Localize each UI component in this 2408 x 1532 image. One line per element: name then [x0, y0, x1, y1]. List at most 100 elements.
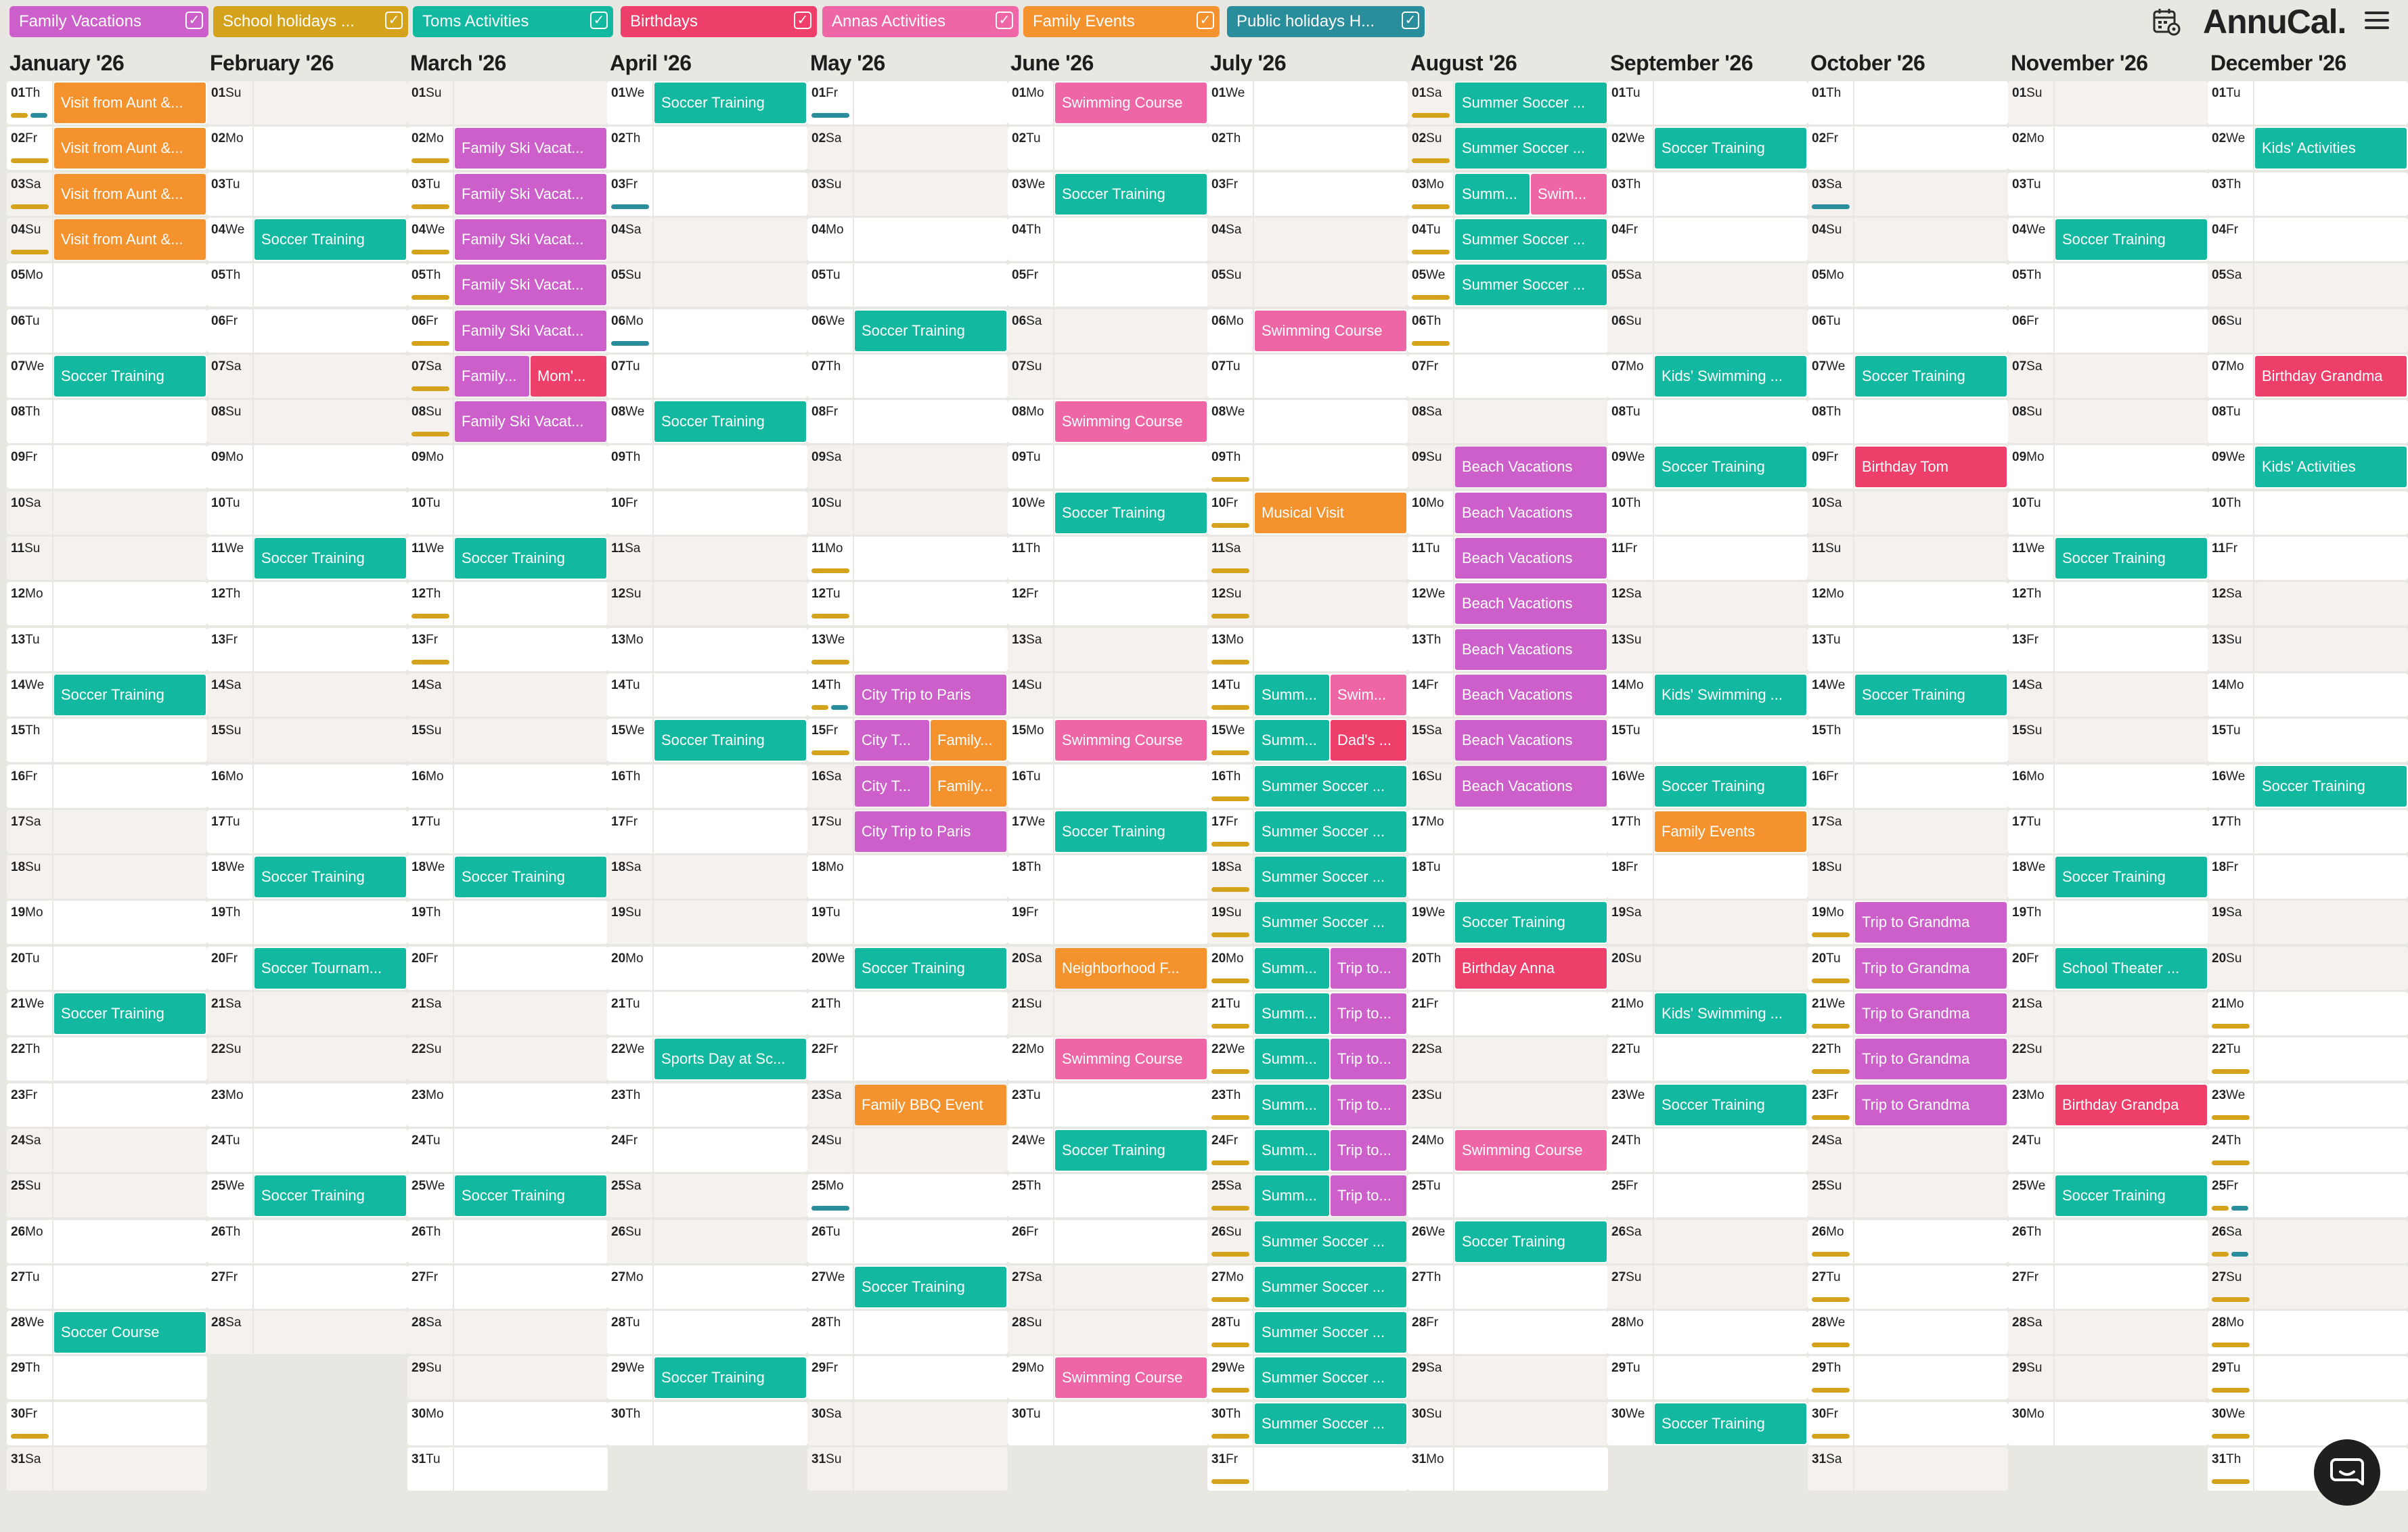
day-cell[interactable]: 19Sa	[2208, 901, 2408, 945]
day-cell[interactable]: 12Su	[607, 582, 807, 626]
event-family-vacations[interactable]: City Trip to Paris	[855, 811, 1006, 852]
day-cell[interactable]: 01Tu	[1607, 81, 1808, 125]
day-cell[interactable]: 16Fr	[1808, 764, 2008, 808]
day-cell[interactable]: 26Sa	[2208, 1219, 2408, 1263]
day-cell[interactable]: 30Th	[607, 1401, 807, 1445]
event-toms-activities[interactable]: Soccer Training	[654, 401, 806, 443]
day-cell[interactable]: 03Su	[807, 172, 1008, 216]
event-toms-activities[interactable]: Soccer Training	[455, 1175, 606, 1217]
day-cell[interactable]: 05Th Family Ski Vacat...	[407, 263, 608, 307]
day-cell[interactable]: 17Sa	[7, 809, 207, 853]
day-cell[interactable]: 13Th Beach Vacations	[1408, 627, 1608, 671]
day-cell[interactable]: 04Su Visit from Aunt &...	[7, 217, 207, 261]
day-cell[interactable]: 20Tu	[7, 946, 207, 990]
day-cell[interactable]: 06Fr Family Ski Vacat...	[407, 309, 608, 353]
day-cell[interactable]: 29We Soccer Training	[607, 1356, 807, 1400]
day-cell[interactable]: 22Su	[2008, 1037, 2208, 1081]
event-annas-activities[interactable]: Swimming Course	[1255, 310, 1406, 351]
day-cell[interactable]: 15Mo Swimming Course	[1008, 719, 1208, 763]
day-cell[interactable]: 13Tu	[7, 627, 207, 671]
day-cell[interactable]: 16We Soccer Training	[2208, 764, 2408, 808]
event-toms-activities[interactable]: Soccer Training	[455, 857, 606, 898]
filter-chip-annas-activities[interactable]: Annas Activities ✓	[822, 6, 1019, 37]
event-annas-activities[interactable]: Swimming Course	[1055, 720, 1207, 761]
day-cell[interactable]: 11Su	[1808, 537, 2008, 580]
day-cell[interactable]: 27We Soccer Training	[807, 1265, 1008, 1309]
checkbox-checked-icon[interactable]: ✓	[385, 12, 403, 29]
event-toms-activities[interactable]: Summ...	[1255, 1175, 1329, 1217]
event-toms-activities[interactable]: Soccer Training	[1655, 1403, 1806, 1444]
day-cell[interactable]: 19Su	[607, 901, 807, 945]
day-cell[interactable]: 28Fr	[1408, 1311, 1608, 1355]
day-cell[interactable]: 09Sa	[807, 445, 1008, 489]
day-cell[interactable]: 12Fr	[1008, 582, 1208, 626]
day-cell[interactable]: 21We Soccer Training	[7, 992, 207, 1035]
day-cell[interactable]: 01We	[1207, 81, 1408, 125]
day-cell[interactable]: 29Tu	[2208, 1356, 2408, 1400]
day-cell[interactable]: 14Mo Kids' Swimming ...	[1607, 673, 1808, 717]
event-toms-activities[interactable]: Summer Soccer ...	[1455, 128, 1607, 169]
day-cell[interactable]: 30We	[2208, 1401, 2408, 1445]
day-cell[interactable]: 18Mo	[807, 855, 1008, 899]
event-toms-activities[interactable]: Summ...	[1255, 720, 1329, 761]
day-cell[interactable]: 21Th	[807, 992, 1008, 1035]
day-cell[interactable]: 20Fr Soccer Tournam...	[207, 946, 407, 990]
day-cell[interactable]: 17We Soccer Training	[1008, 809, 1208, 853]
day-cell[interactable]: 24Tu	[207, 1128, 407, 1172]
day-cell[interactable]: 30Mo	[407, 1401, 608, 1445]
day-cell[interactable]: 29Th	[7, 1356, 207, 1400]
day-cell[interactable]: 03Tu	[207, 172, 407, 216]
day-cell[interactable]: 18We Soccer Training	[2008, 855, 2208, 899]
event-toms-activities[interactable]: Soccer Training	[1655, 447, 1806, 488]
event-toms-activities[interactable]: Kids' Activities	[2255, 128, 2407, 169]
day-cell[interactable]: 19We Soccer Training	[1408, 901, 1608, 945]
day-cell[interactable]: 14Sa	[2008, 673, 2208, 717]
checkbox-checked-icon[interactable]: ✓	[996, 12, 1013, 29]
event-toms-activities[interactable]: Summ...	[1255, 1039, 1329, 1080]
day-cell[interactable]: 01Su	[207, 81, 407, 125]
event-annas-activities[interactable]: Swim...	[1531, 173, 1607, 215]
day-cell[interactable]: 02Fr	[1808, 127, 2008, 171]
day-cell[interactable]: 15Th	[7, 719, 207, 763]
day-cell[interactable]: 30Fr	[7, 1401, 207, 1445]
day-cell[interactable]: 26Su	[607, 1219, 807, 1263]
day-cell[interactable]: 01Fr	[807, 81, 1008, 125]
day-cell[interactable]: 27Tu	[7, 1265, 207, 1309]
day-cell[interactable]: 28Mo	[1607, 1311, 1808, 1355]
day-cell[interactable]: 20Fr	[407, 946, 608, 990]
day-cell[interactable]: 01Su	[407, 81, 608, 125]
day-cell[interactable]: 03Th	[2208, 172, 2408, 216]
day-cell[interactable]: 24Sa	[7, 1128, 207, 1172]
day-cell[interactable]: 20Mo	[607, 946, 807, 990]
day-cell[interactable]: 11Sa	[1207, 537, 1408, 580]
day-cell[interactable]: 10Tu	[407, 491, 608, 535]
day-cell[interactable]: 19Th	[207, 901, 407, 945]
day-cell[interactable]: 23We	[2208, 1083, 2408, 1127]
day-cell[interactable]: 25Sa	[607, 1174, 807, 1218]
event-family-vacations[interactable]: Trip to Grandma	[1855, 947, 2007, 989]
day-cell[interactable]: 05We Summer Soccer ...	[1408, 263, 1608, 307]
day-cell[interactable]: 25Su	[7, 1174, 207, 1218]
day-cell[interactable]: 19Fr	[1008, 901, 1208, 945]
day-cell[interactable]: 26We Soccer Training	[1408, 1219, 1608, 1263]
day-cell[interactable]: 12Su	[1207, 582, 1408, 626]
event-birthdays[interactable]: Birthday Anna	[1455, 947, 1607, 989]
event-toms-activities[interactable]: Soccer Training	[2055, 219, 2207, 260]
day-cell[interactable]: 26Th	[407, 1219, 608, 1263]
event-toms-activities[interactable]: Soccer Training	[654, 1357, 806, 1399]
day-cell[interactable]: 09Mo	[2008, 445, 2208, 489]
day-cell[interactable]: 14Sa	[407, 673, 608, 717]
day-cell[interactable]: 15We Soccer Training	[607, 719, 807, 763]
day-cell[interactable]: 25Fr	[1607, 1174, 1808, 1218]
day-cell[interactable]: 14We Soccer Training	[1808, 673, 2008, 717]
day-cell[interactable]: 19Th	[2008, 901, 2208, 945]
day-cell[interactable]: 24We Soccer Training	[1008, 1128, 1208, 1172]
day-cell[interactable]: 19Mo Trip to Grandma	[1808, 901, 2008, 945]
day-cell[interactable]: 06Th	[1408, 309, 1608, 353]
day-cell[interactable]: 15Tu	[1607, 719, 1808, 763]
day-cell[interactable]: 24Sa	[1808, 1128, 2008, 1172]
day-cell[interactable]: 31Fr	[1207, 1447, 1408, 1491]
day-cell[interactable]: 01Tu	[2208, 81, 2408, 125]
day-cell[interactable]: 13Mo	[607, 627, 807, 671]
day-cell[interactable]: 07Mo Kids' Swimming ...	[1607, 354, 1808, 398]
